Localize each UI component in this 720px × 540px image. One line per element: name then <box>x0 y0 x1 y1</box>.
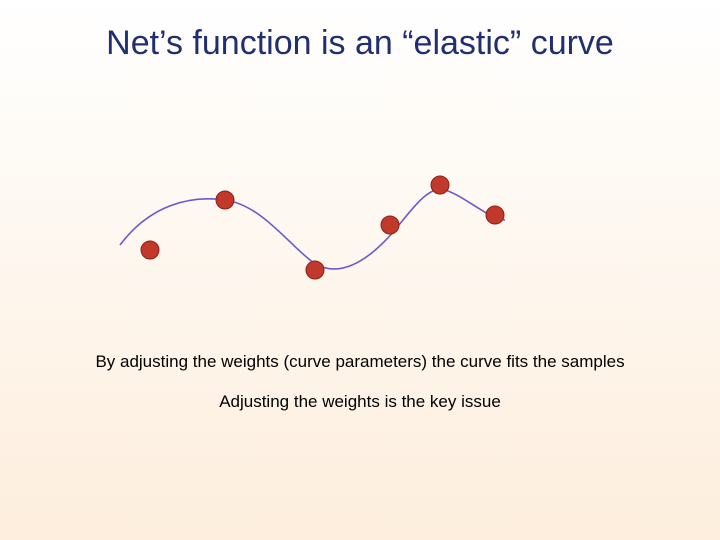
curve-svg <box>110 150 510 300</box>
curve-diagram <box>110 150 510 300</box>
slide: Net’s function is an “elastic” curve By … <box>0 0 720 540</box>
sample-point <box>306 261 324 279</box>
sample-point <box>431 176 449 194</box>
sample-point <box>381 216 399 234</box>
sample-point <box>141 241 159 259</box>
sample-point <box>486 206 504 224</box>
sample-point <box>216 191 234 209</box>
caption-line-2: Adjusting the weights is the key issue <box>0 392 720 412</box>
caption-line-1: By adjusting the weights (curve paramete… <box>0 352 720 372</box>
slide-title: Net’s function is an “elastic” curve <box>0 24 720 63</box>
elastic-curve <box>120 189 505 269</box>
